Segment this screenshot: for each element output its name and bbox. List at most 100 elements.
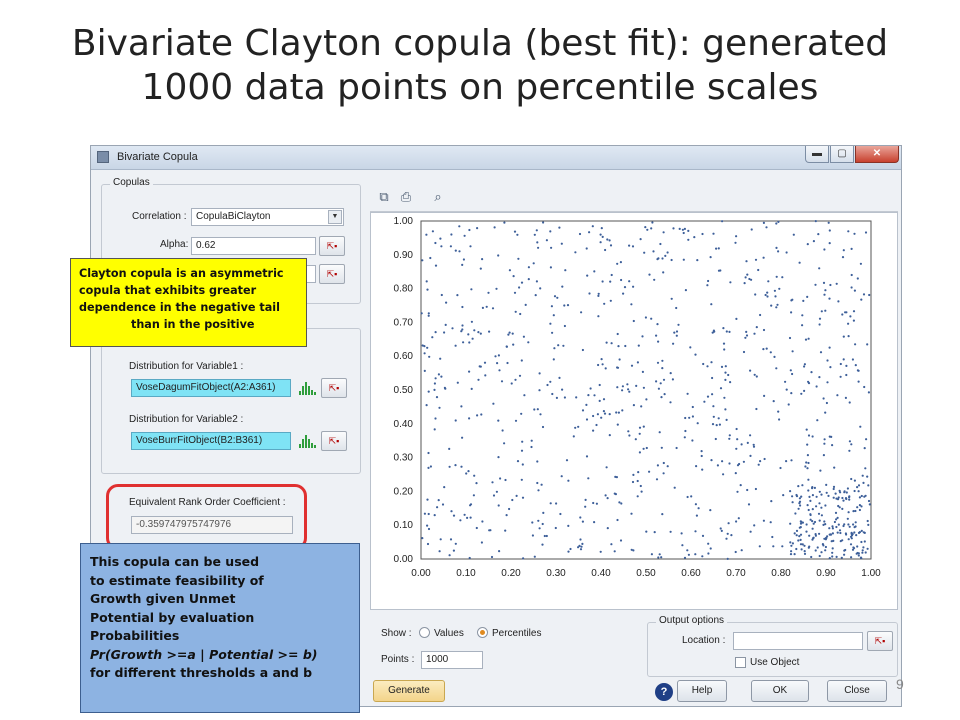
variable1-cell-select-button[interactable]: ⇱▪ — [321, 378, 347, 398]
scatter-point — [569, 547, 572, 551]
scatter-point — [769, 521, 772, 524]
scatter-point — [835, 555, 838, 558]
scatter-point — [839, 491, 842, 494]
scatter-point — [815, 495, 818, 498]
scatter-point — [513, 230, 517, 233]
scatter-point — [514, 378, 517, 381]
window-title: Bivariate Copula — [117, 151, 198, 163]
scatter-point — [497, 354, 500, 357]
scatter-point — [818, 519, 821, 522]
location-input[interactable] — [733, 632, 863, 650]
scatter-point — [628, 390, 631, 393]
scatter-point — [693, 236, 696, 239]
minimize-button[interactable]: ▬ — [805, 146, 829, 163]
scatter-point — [659, 382, 662, 385]
scatter-point — [617, 411, 620, 414]
scatter-point — [624, 344, 627, 348]
scatter-point — [669, 530, 672, 533]
x-tick-label: 0.90 — [816, 568, 836, 579]
location-cell-select-button[interactable]: ⇱▪ — [867, 631, 893, 651]
scatter-point — [605, 466, 608, 469]
scatter-point — [840, 556, 843, 559]
generate-button[interactable]: Generate — [373, 680, 445, 702]
scatter-point — [735, 427, 738, 431]
close-button[interactable]: Close — [827, 680, 887, 702]
scatter-point — [562, 344, 565, 347]
percentiles-radio[interactable] — [477, 627, 488, 638]
points-input[interactable]: 1000 — [421, 651, 483, 669]
scatter-point — [440, 245, 443, 248]
scatter-point — [477, 331, 480, 334]
scatter-point — [673, 486, 676, 489]
scatter-point — [434, 377, 437, 380]
scatter-point — [675, 446, 678, 450]
scatter-point — [845, 491, 848, 494]
callout-line: copula that exhibits greater — [79, 284, 257, 297]
scatter-point — [585, 455, 589, 458]
scatter-point — [586, 274, 589, 277]
y-tick-label: 0.80 — [394, 284, 414, 295]
values-radio[interactable] — [419, 627, 430, 638]
scatter-point — [813, 486, 816, 489]
scatter-point — [725, 418, 728, 421]
callout-line: to estimate feasibility of — [90, 572, 264, 588]
scatter-point — [807, 461, 810, 465]
scatter-point — [721, 460, 724, 463]
scatter-point — [539, 287, 542, 290]
scatter-point — [856, 277, 859, 280]
zoom-icon[interactable]: ⌕ — [434, 189, 442, 204]
window-titlebar[interactable]: Bivariate Copula ▬ ▢ ✕ — [91, 146, 901, 170]
variable2-cell-select-button[interactable]: ⇱▪ — [321, 431, 347, 451]
histogram-icon[interactable] — [296, 431, 318, 451]
scatter-point — [520, 359, 523, 362]
second-parameter-cell-select-button[interactable]: ⇱▪ — [319, 264, 345, 284]
scatter-point — [749, 454, 752, 457]
scatter-point — [454, 419, 457, 422]
scatter-point — [797, 539, 800, 542]
scatter-point — [662, 472, 665, 475]
scatter-point — [599, 241, 602, 244]
scatter-point — [481, 258, 484, 261]
maximize-button[interactable]: ▢ — [830, 146, 854, 163]
scatter-point — [864, 231, 868, 234]
alpha-cell-select-button[interactable]: ⇱▪ — [319, 236, 345, 256]
scatter-point — [806, 454, 809, 457]
scatter-point — [496, 362, 499, 365]
scatter-point — [521, 440, 524, 443]
scatter-point — [701, 534, 705, 537]
scatter-point — [492, 494, 496, 497]
use-object-checkbox[interactable] — [735, 657, 746, 668]
scatter-point — [425, 280, 428, 283]
scatter-point — [520, 412, 523, 415]
scatter-point — [542, 221, 545, 224]
scatter-point — [823, 537, 826, 540]
scatter-point — [615, 476, 618, 479]
question-icon[interactable]: ? — [655, 683, 673, 701]
scatter-point — [466, 516, 469, 519]
scatter-point — [472, 494, 475, 497]
help-button[interactable]: Help — [677, 680, 727, 702]
scatter-point — [632, 404, 635, 407]
alpha-input[interactable]: 0.62 — [191, 237, 316, 255]
scatter-point — [742, 460, 745, 463]
scatter-point — [837, 523, 840, 526]
correlation-dropdown[interactable]: CopulaBiClayton ▼ — [191, 208, 344, 226]
scatter-point — [710, 459, 713, 462]
variable1-distribution-input[interactable]: VoseDagumFitObject(A2:A361) — [131, 379, 291, 397]
scatter-point — [621, 409, 624, 412]
scatter-point — [449, 538, 453, 541]
variable2-distribution-input[interactable]: VoseBurrFitObject(B2:B361) — [131, 432, 291, 450]
scatter-point — [636, 361, 639, 364]
scatter-point — [701, 555, 704, 558]
ok-button[interactable]: OK — [751, 680, 809, 702]
print-icon[interactable]: ⎙ — [400, 189, 412, 204]
chevron-down-icon[interactable]: ▼ — [328, 210, 342, 224]
histogram-icon[interactable] — [296, 378, 318, 398]
scatter-point — [801, 314, 804, 317]
scatter-point — [426, 288, 429, 291]
scatter-point — [475, 526, 478, 530]
scatter-point — [734, 472, 737, 475]
window-close-button[interactable]: ✕ — [855, 146, 899, 163]
copy-icon[interactable]: ⧉ — [379, 189, 389, 204]
x-tick-label: 0.30 — [546, 568, 566, 579]
